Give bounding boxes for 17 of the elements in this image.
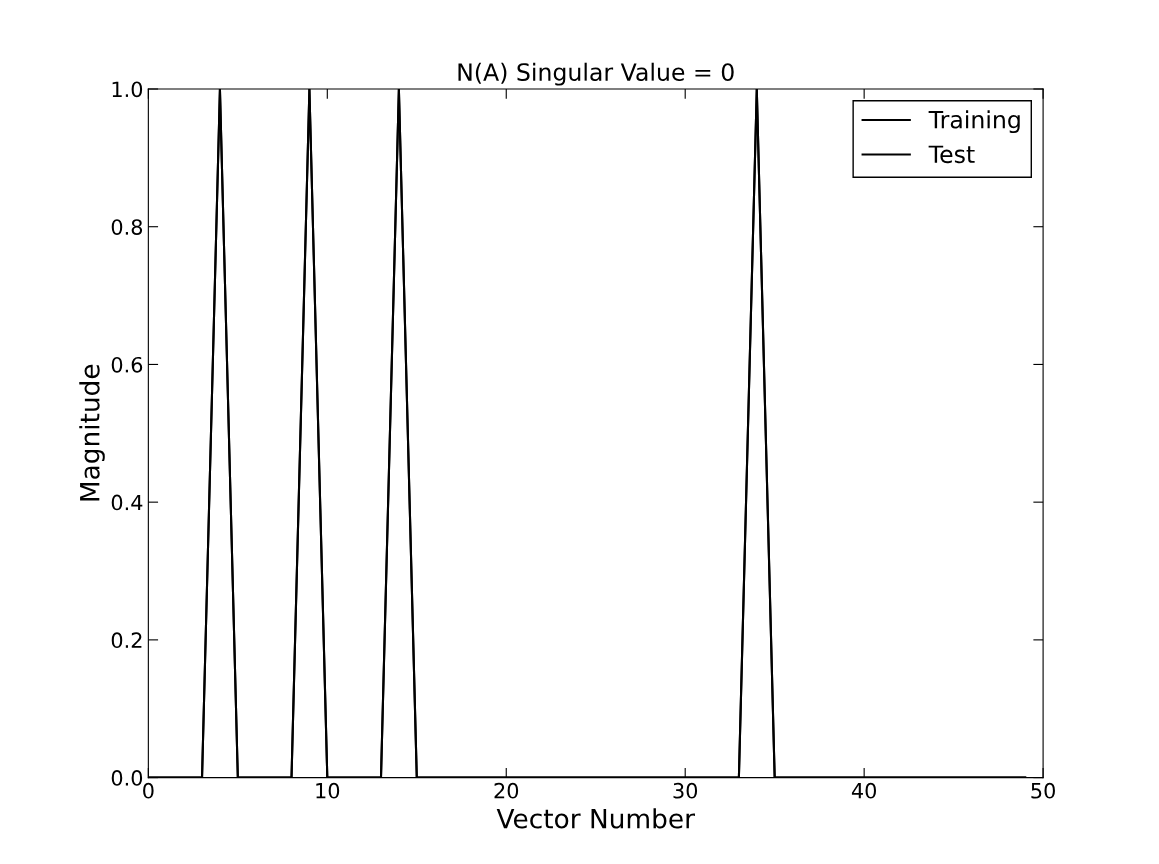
y-tick-label: 0.4: [111, 494, 143, 511]
y-tick-label: 0.8: [111, 219, 143, 235]
x-axis-title: Vector Number: [496, 808, 695, 829]
y-tick-label: 0.6: [111, 356, 143, 373]
chart-title: N(A) Singular Value = 0: [458, 62, 734, 86]
legend-label: Training: [928, 110, 1020, 134]
x-tick-label: 10: [316, 782, 340, 799]
x-tick-label: 20: [494, 782, 519, 799]
y-tick-label: 1.0: [112, 81, 143, 98]
x-tick-label: 50: [1031, 782, 1055, 799]
legend-label: Test: [928, 145, 975, 164]
x-tick-label: 40: [851, 782, 877, 799]
x-tick-label: 0: [143, 782, 154, 799]
x-tick-label: 30: [673, 782, 698, 799]
y-axis-title: Magnitude: [79, 364, 105, 501]
y-tick-label: 0.2: [111, 632, 142, 649]
y-tick-label: 0.0: [111, 770, 143, 786]
